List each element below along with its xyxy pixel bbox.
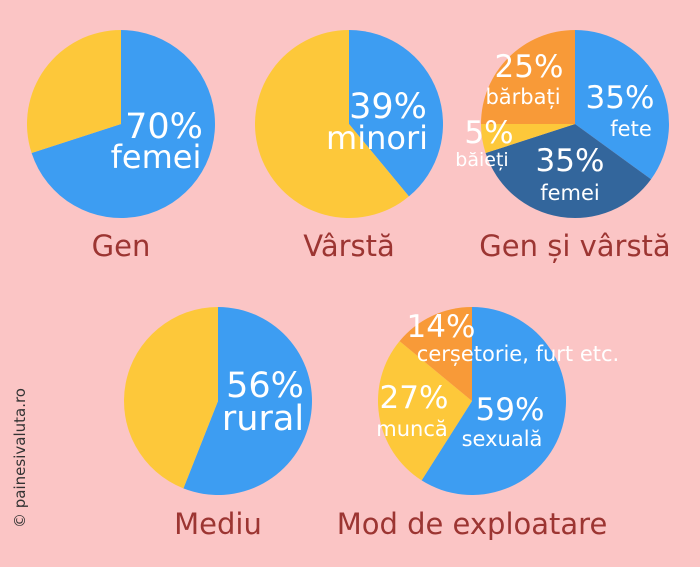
pie-slice (124, 307, 218, 489)
pie-slice (481, 30, 575, 124)
pie-slice (31, 30, 215, 218)
pie-slice (183, 307, 313, 495)
copyright-notice: © painesivaluta.ro (11, 388, 29, 528)
slice-category-label: fete (610, 117, 651, 141)
slice-category-label: femei (111, 138, 202, 176)
slice-percent-label: 27% (380, 380, 449, 416)
slice-percent-label: 70% (125, 107, 203, 147)
slice-percent-label: 5% (464, 115, 513, 151)
slice-percent-label: 59% (476, 392, 545, 428)
pie-slice (377, 341, 472, 481)
slice-category-label: băieți (455, 149, 508, 171)
pie-chart-2: 39%minori Vârstă (255, 30, 444, 263)
slice-category-label: femei (540, 181, 600, 205)
pie-slice (349, 30, 444, 197)
slice-percent-label: 56% (226, 366, 304, 406)
pie-chart-4: 56%rural Mediu (124, 307, 313, 541)
pie-chart-1: 70%femei Gen (26, 29, 215, 263)
pie-slice (485, 124, 652, 219)
chart-title: Mediu (174, 507, 262, 541)
slice-percent-label: 25% (495, 49, 564, 85)
slice-percent-label: 39% (349, 87, 427, 127)
chart-title: Gen (92, 229, 151, 263)
slice-percent-label: 14% (407, 309, 476, 345)
chart-title: Mod de exploatare (337, 507, 608, 541)
slice-category-label: bărbați (485, 85, 560, 109)
slice-category-label: cerșetorie, furt etc. (417, 342, 619, 366)
slice-percent-label: 35% (586, 80, 655, 116)
slice-percent-label: 35% (536, 143, 605, 179)
chart-title: Vârstă (303, 229, 395, 263)
slice-category-label: muncă (376, 417, 448, 441)
pie-slice (481, 124, 575, 154)
pie-slice (26, 29, 121, 154)
slice-category-label: rural (222, 399, 304, 439)
pie-slice (575, 29, 670, 180)
pie-slice (399, 307, 472, 401)
slice-category-label: minori (326, 119, 428, 157)
pie-slice (421, 307, 566, 495)
pie-chart-5: 14%cerșetorie, furt etc. 27%muncă 59%sexua… (337, 307, 619, 541)
pie-slice (255, 30, 409, 218)
chart-title: Gen și vârstă (479, 229, 670, 263)
slice-category-label: sexuală (462, 427, 543, 451)
